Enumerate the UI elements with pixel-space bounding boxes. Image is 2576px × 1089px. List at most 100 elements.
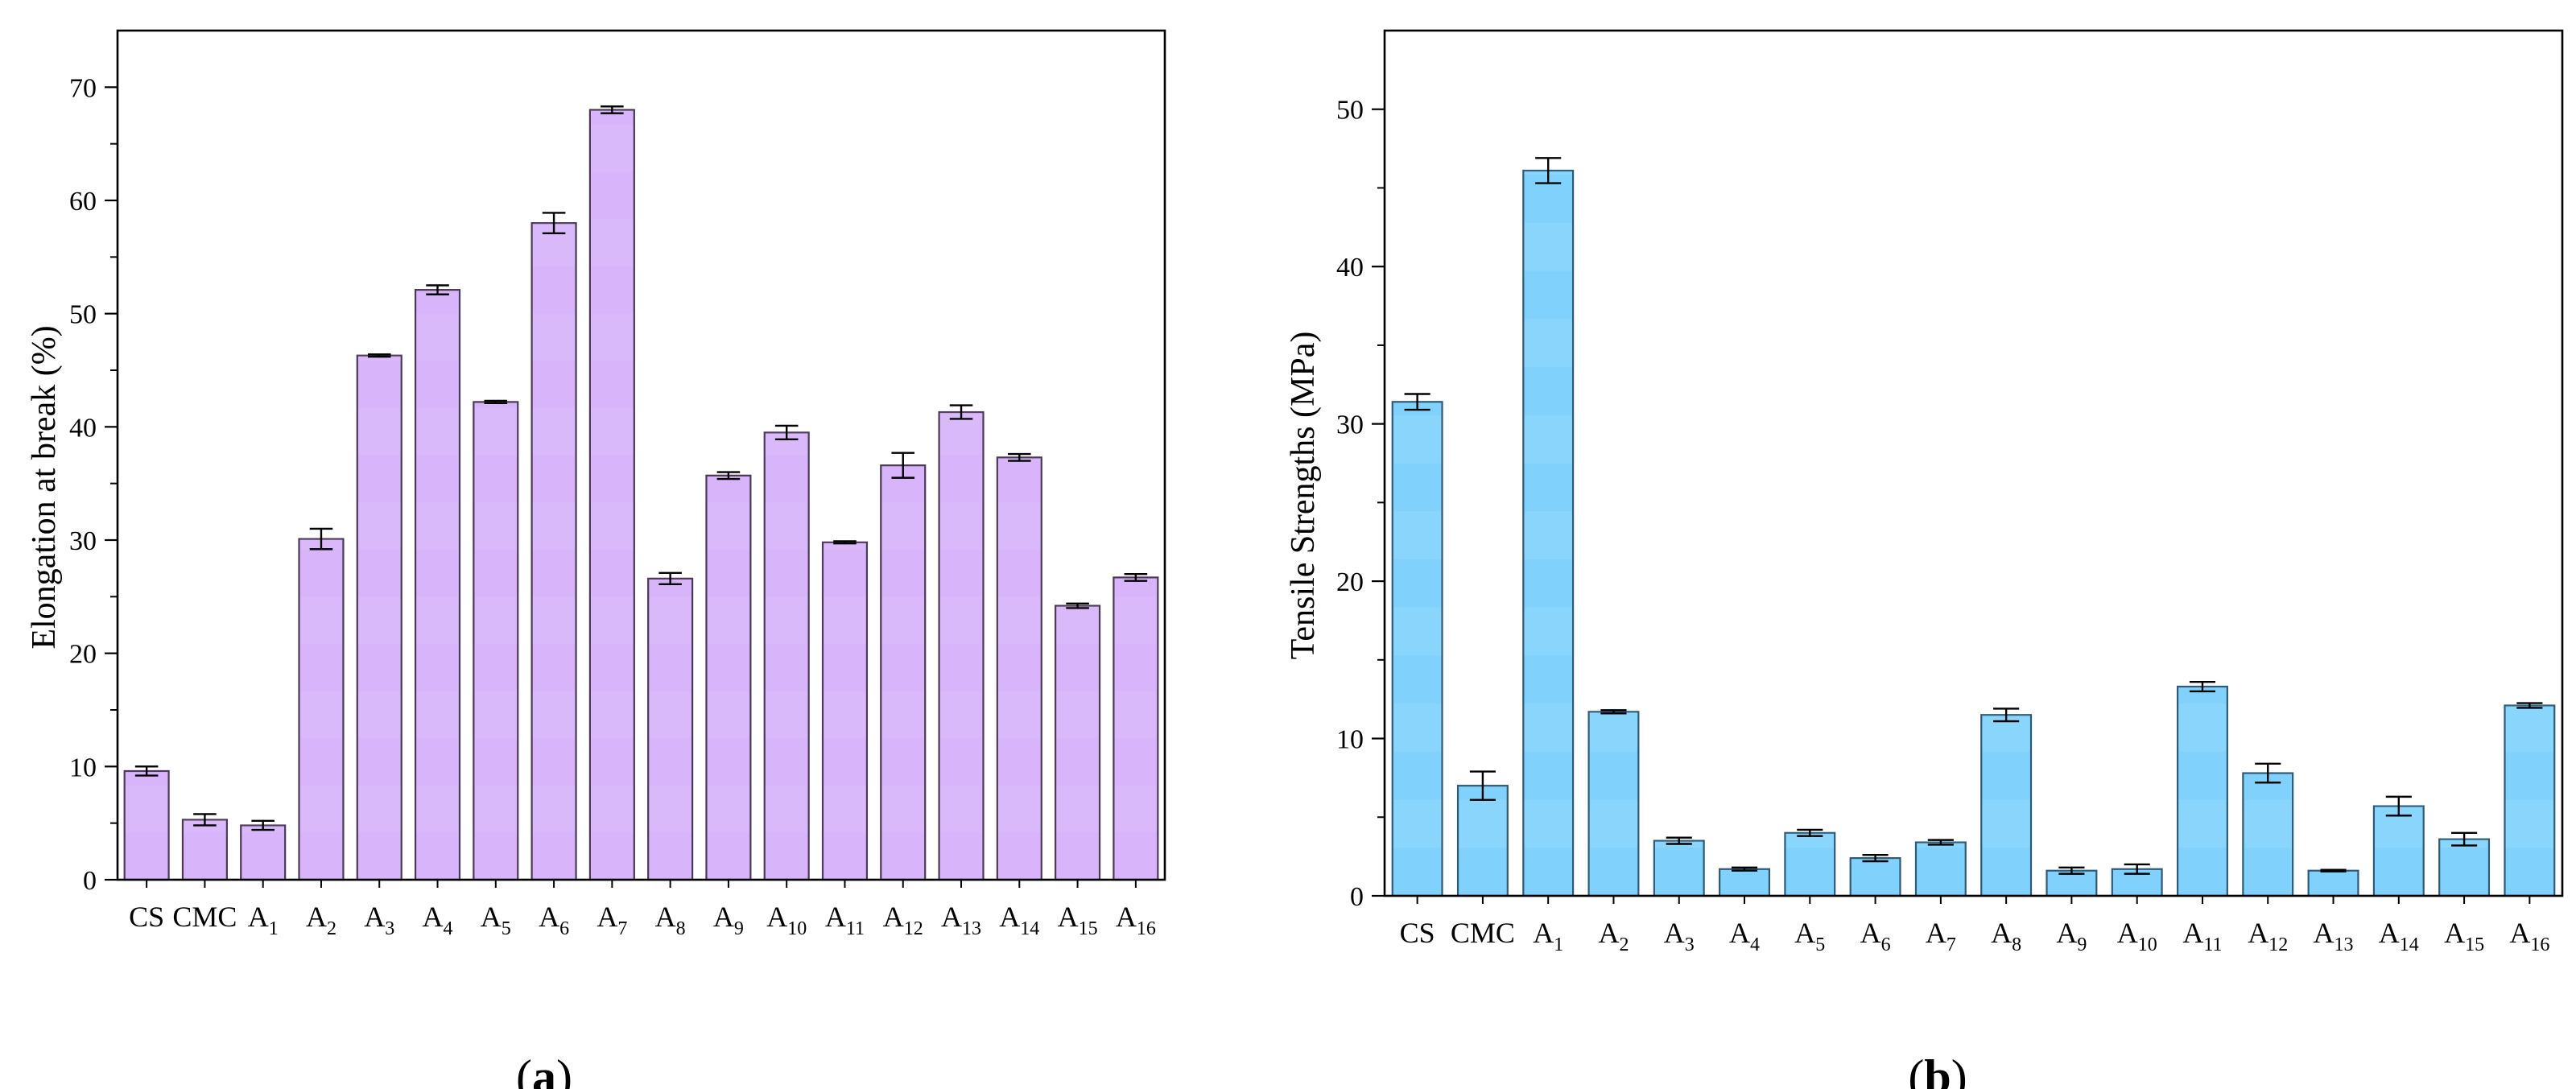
bar-band <box>707 785 750 833</box>
bar-band <box>939 785 983 833</box>
bar <box>414 289 461 881</box>
x-tick-label-base: A <box>2117 917 2138 949</box>
x-tick-label-base: A <box>766 901 787 933</box>
panel-label-a-text: a <box>532 1050 556 1089</box>
x-tick-label-subscript: 10 <box>787 918 807 939</box>
x-tick-label-base: A <box>2509 917 2530 949</box>
bar-group <box>647 571 694 881</box>
x-tick-label: A16 <box>2509 917 2549 955</box>
x-tick-label-subscript: 1 <box>269 918 279 939</box>
bar-band <box>591 785 634 833</box>
bar-group <box>240 819 287 881</box>
x-tick-label: A11 <box>2182 917 2222 955</box>
x-tick-label-subscript: 11 <box>2203 934 2222 955</box>
bar-band <box>1524 607 1572 656</box>
bar-band <box>1114 691 1158 739</box>
y-tick-label: 20 <box>69 640 97 670</box>
bar-band <box>416 691 459 739</box>
x-tick-label-base: A <box>306 901 327 933</box>
bar-band <box>474 502 518 550</box>
bar-group <box>821 540 869 881</box>
x-tick-label-subscript: 13 <box>962 918 981 939</box>
x-tick-label-base: A <box>825 901 846 933</box>
x-tick-label: A14 <box>2379 917 2419 955</box>
bar <box>356 354 402 881</box>
bar-band <box>824 542 866 550</box>
x-tick-label-subscript: 14 <box>2400 934 2419 955</box>
x-tick-label: A6 <box>1860 917 1891 955</box>
bar-group <box>1719 866 1771 897</box>
bar <box>821 541 869 881</box>
bar-band <box>1524 703 1572 752</box>
x-tick-label-subscript: 7 <box>1946 934 1956 955</box>
x-tick-label-base: A <box>1664 917 1685 949</box>
bar <box>473 401 519 881</box>
bar-band <box>1589 799 1638 848</box>
panel-a: CS CMC A1 A2 A3 A4 A5 A6 A7 A8 A9 A10 A11 A12 A13 A14 A1… <box>26 29 1166 939</box>
x-tick-label-base: A <box>883 901 904 933</box>
x-tick-label-subscript: 12 <box>2268 934 2288 955</box>
x-tick-label-base: A <box>364 901 385 933</box>
bar-band <box>1393 415 1442 464</box>
y-tick-label: 30 <box>69 526 97 556</box>
bar-group <box>2242 762 2294 897</box>
bar-band <box>707 502 750 550</box>
bar-group <box>2046 866 2098 897</box>
bar-band <box>881 691 925 739</box>
x-tick-label: A8 <box>655 901 686 939</box>
x-tick-label-base: A <box>481 901 502 933</box>
bar-band <box>1393 703 1442 752</box>
bar-band <box>1056 605 1099 644</box>
bar-band <box>1056 691 1099 739</box>
bar-band <box>591 502 634 550</box>
y-tick-label: 0 <box>1350 882 1364 912</box>
x-tick-label-base: A <box>1794 917 1815 949</box>
bar <box>1391 401 1443 897</box>
x-tick-label-subscript: 9 <box>2077 934 2087 955</box>
x-tick-label: A1 <box>1533 917 1563 955</box>
x-tick-label: CMC <box>1451 917 1515 949</box>
bar-band <box>649 785 691 833</box>
x-tick-label-base: A <box>1533 917 1554 949</box>
x-tick-label-subscript: 12 <box>904 918 923 939</box>
bar-band <box>824 596 866 644</box>
x-tick-label: CS <box>1400 917 1435 949</box>
bar-band <box>474 691 518 739</box>
bar-group <box>473 399 519 881</box>
bar-band <box>1524 222 1572 271</box>
x-tick-label: A8 <box>1991 917 2021 955</box>
x-tick-label-subscript: 15 <box>2465 934 2484 955</box>
x-tick-label-subscript: 5 <box>502 918 511 939</box>
bar-band <box>125 785 168 833</box>
bar-band <box>1589 712 1638 752</box>
bar-band <box>2178 799 2227 848</box>
x-tick-label: A12 <box>2248 917 2288 955</box>
bar-group <box>1055 602 1101 881</box>
bar-group <box>2438 831 2491 897</box>
y-tick-label: 40 <box>1336 253 1364 283</box>
x-tick-label-base: A <box>2444 917 2465 949</box>
x-tick-label-subscript: 11 <box>846 918 865 939</box>
bar-band <box>2244 799 2292 848</box>
bar-group <box>1587 709 1640 897</box>
x-tick-label-base: CS <box>1400 917 1435 949</box>
bar <box>123 769 170 881</box>
x-tick-label-subscript: 16 <box>1137 918 1156 939</box>
bar-group <box>763 424 810 881</box>
x-tick-label: A2 <box>306 901 336 939</box>
x-tick-label-base: A <box>1729 917 1750 949</box>
x-tick-label: A5 <box>481 901 511 939</box>
bar-band <box>1524 319 1572 368</box>
bar <box>298 538 345 881</box>
bar-band <box>1524 799 1572 848</box>
bar-group <box>414 284 461 881</box>
x-tick-label: A10 <box>766 901 807 939</box>
bar-band <box>824 691 866 739</box>
x-tick-label-base: A <box>713 901 734 933</box>
x-tick-label-base: A <box>2379 917 2400 949</box>
x-tick-label: A9 <box>2056 917 2087 955</box>
x-tick-label-subscript: 5 <box>1815 934 1825 955</box>
x-tick-label-subscript: 3 <box>1685 934 1695 955</box>
bar-band <box>1524 415 1572 464</box>
